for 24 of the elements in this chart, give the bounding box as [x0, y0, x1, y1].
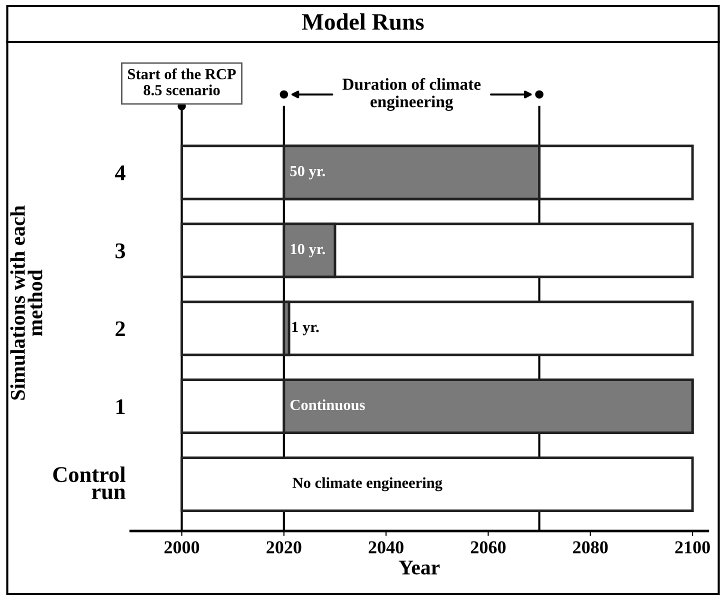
x-axis-title: Year	[398, 560, 440, 575]
annotation: Duration of climate engineering	[342, 78, 481, 111]
data-label: No climate engineering	[292, 477, 442, 492]
data-label: 50 yr.	[290, 166, 325, 180]
x-tick-label: 2060	[470, 541, 506, 554]
data-label: Continuous	[290, 399, 365, 410]
y-tick-label: 3	[116, 243, 126, 258]
x-tick-label: 2040	[368, 541, 404, 554]
data-label: 10 yr.	[290, 244, 325, 258]
bar	[180, 300, 694, 356]
y-tick-label: Control run	[53, 466, 126, 500]
chart-title: Model Runs	[302, 13, 424, 30]
bar	[180, 456, 694, 512]
x-tick-label: 2080	[573, 541, 608, 554]
data-label: 1 yr.	[292, 322, 319, 336]
y-tick-label: 4	[115, 166, 126, 180]
y-axis-title: Simulations with each method	[10, 205, 42, 400]
x-tick-label: 2000	[164, 541, 200, 554]
y-tick-label: 1	[116, 399, 125, 414]
ref-line-label: Start of the RCP 8.5 scenario	[128, 68, 236, 96]
y-tick-label: 2	[116, 321, 125, 336]
bar	[180, 222, 694, 278]
x-tick-label: 2100	[675, 541, 710, 554]
x-tick-label: 2020	[266, 541, 302, 554]
